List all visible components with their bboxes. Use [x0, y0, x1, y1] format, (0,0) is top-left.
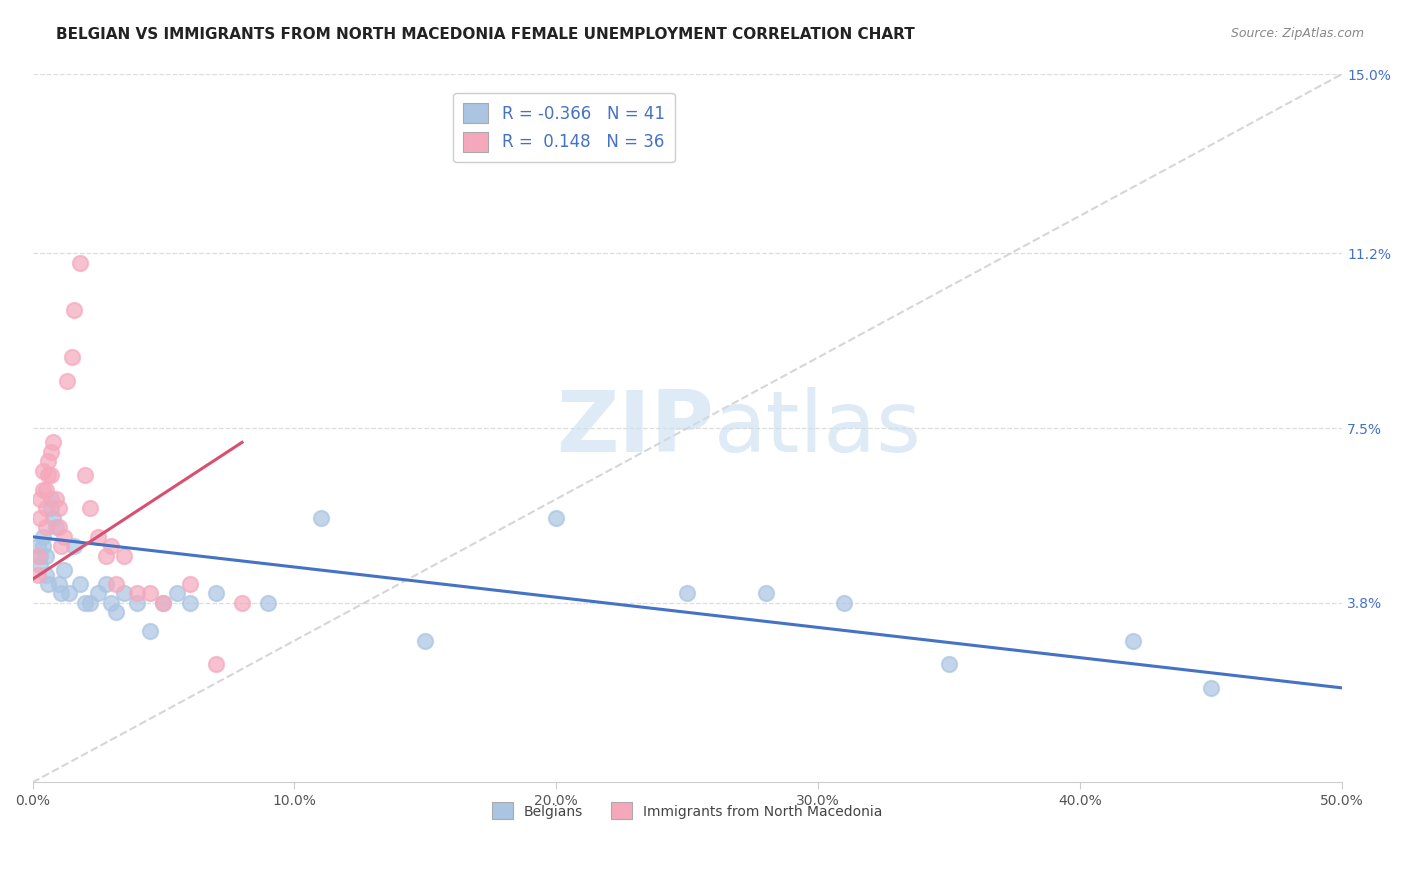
Point	[32, 464, 55, 478]
Point	[112, 549, 135, 563]
Point	[45, 520, 67, 534]
Point	[1122, 633, 1144, 648]
Text: ZIP: ZIP	[555, 387, 713, 470]
Point	[27, 549, 49, 563]
Point	[32, 530, 55, 544]
Point	[415, 633, 437, 648]
Point	[166, 586, 188, 600]
Point	[52, 530, 75, 544]
Point	[100, 596, 122, 610]
Point	[100, 539, 122, 553]
Point	[79, 501, 101, 516]
Point	[42, 435, 65, 450]
Point	[34, 501, 56, 516]
Point	[231, 596, 253, 610]
Point	[69, 577, 91, 591]
Point	[27, 567, 49, 582]
Point	[152, 596, 174, 610]
Point	[938, 657, 960, 672]
Point	[39, 468, 62, 483]
Point	[37, 577, 59, 591]
Point	[37, 454, 59, 468]
Point	[94, 577, 117, 591]
Point	[51, 539, 73, 553]
Point	[58, 586, 80, 600]
Point	[179, 577, 201, 591]
Point	[34, 520, 56, 534]
Point	[127, 586, 149, 600]
Point	[45, 491, 67, 506]
Point	[152, 596, 174, 610]
Point	[63, 539, 86, 553]
Point	[676, 586, 699, 600]
Point	[55, 374, 77, 388]
Point	[546, 511, 568, 525]
Point	[30, 549, 52, 563]
Point	[179, 596, 201, 610]
Point	[34, 483, 56, 497]
Point	[51, 586, 73, 600]
Point	[105, 577, 128, 591]
Point	[30, 491, 52, 506]
Point	[39, 501, 62, 516]
Point	[73, 468, 96, 483]
Point	[39, 444, 62, 458]
Point	[69, 256, 91, 270]
Point	[94, 549, 117, 563]
Point	[34, 567, 56, 582]
Point	[30, 511, 52, 525]
Point	[127, 596, 149, 610]
Point	[32, 539, 55, 553]
Text: Source: ZipAtlas.com: Source: ZipAtlas.com	[1230, 27, 1364, 40]
Point	[205, 657, 228, 672]
Point	[34, 549, 56, 563]
Point	[309, 511, 332, 525]
Point	[755, 586, 778, 600]
Legend: Belgians, Immigrants from North Macedonia: Belgians, Immigrants from North Macedoni…	[486, 797, 889, 825]
Point	[48, 577, 70, 591]
Point	[79, 596, 101, 610]
Point	[32, 483, 55, 497]
Point	[48, 520, 70, 534]
Point	[37, 468, 59, 483]
Point	[52, 563, 75, 577]
Point	[1199, 681, 1222, 695]
Point	[139, 624, 162, 639]
Point	[39, 491, 62, 506]
Point	[87, 586, 110, 600]
Point	[60, 351, 83, 365]
Point	[42, 511, 65, 525]
Point	[834, 596, 856, 610]
Point	[73, 596, 96, 610]
Point	[139, 586, 162, 600]
Point	[105, 605, 128, 619]
Point	[63, 303, 86, 318]
Point	[27, 539, 49, 553]
Point	[30, 558, 52, 573]
Point	[112, 586, 135, 600]
Point	[205, 586, 228, 600]
Text: atlas: atlas	[713, 387, 921, 470]
Point	[257, 596, 280, 610]
Point	[87, 530, 110, 544]
Point	[48, 501, 70, 516]
Text: BELGIAN VS IMMIGRANTS FROM NORTH MACEDONIA FEMALE UNEMPLOYMENT CORRELATION CHART: BELGIAN VS IMMIGRANTS FROM NORTH MACEDON…	[56, 27, 915, 42]
